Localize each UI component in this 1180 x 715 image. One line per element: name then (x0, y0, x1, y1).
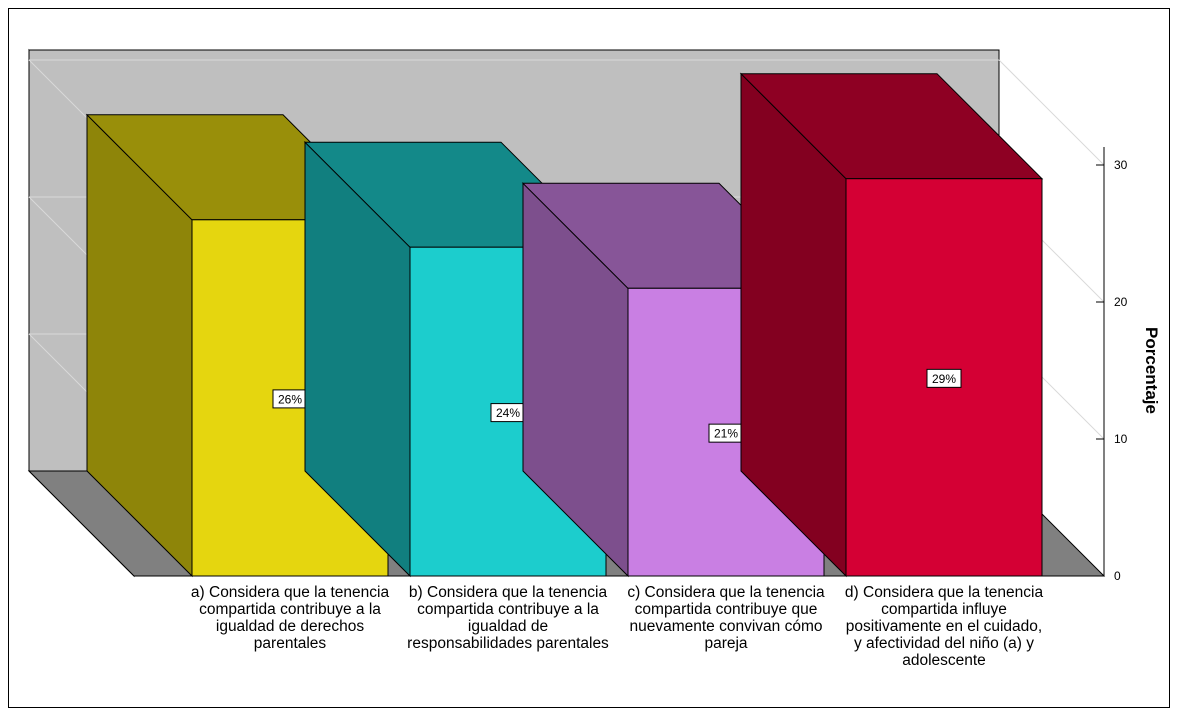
data-label-text-2: 24% (496, 406, 520, 420)
data-label-3: 21% (708, 423, 744, 443)
data-label-text-1: 26% (278, 392, 302, 406)
category-label-3: c) Considera que la tenencia compartida … (627, 584, 825, 652)
category-label-4: d) Considera que la tenencia compartida … (844, 584, 1044, 669)
y-tick-label-20: 20 (1114, 295, 1128, 309)
data-label-2: 24% (490, 403, 526, 423)
y-tick-label-30: 30 (1114, 158, 1128, 172)
data-label-text-3: 21% (714, 427, 738, 441)
data-label-box-4 (926, 368, 962, 388)
chart-frame: 26% 24% 21% 29% 0 10 20 30 Porcentaje a) Consi… (8, 8, 1170, 708)
y-axis-title: Porcentaje (1142, 327, 1161, 414)
category-label-2: b) Considera que la tenencia compartida … (407, 584, 609, 652)
gridline-right-30 (998, 59, 1105, 166)
category-label-1: a) Considera que la tenencia compartida … (190, 584, 390, 652)
bar-4: 29% (739, 72, 1044, 578)
y-tick-label-10: 10 (1114, 432, 1128, 446)
y-tick-label-0: 0 (1114, 569, 1121, 583)
y-axis: 0 10 20 30 (1096, 147, 1128, 583)
data-label-text-4: 29% (932, 372, 956, 386)
bars: 26% 24% 21% 29% (85, 72, 1044, 578)
bar-chart: 26% 24% 21% 29% 0 10 20 30 Porcentaje (27, 48, 1161, 583)
data-label-1: 26% (272, 389, 308, 409)
data-label-4: 29% (926, 368, 962, 388)
